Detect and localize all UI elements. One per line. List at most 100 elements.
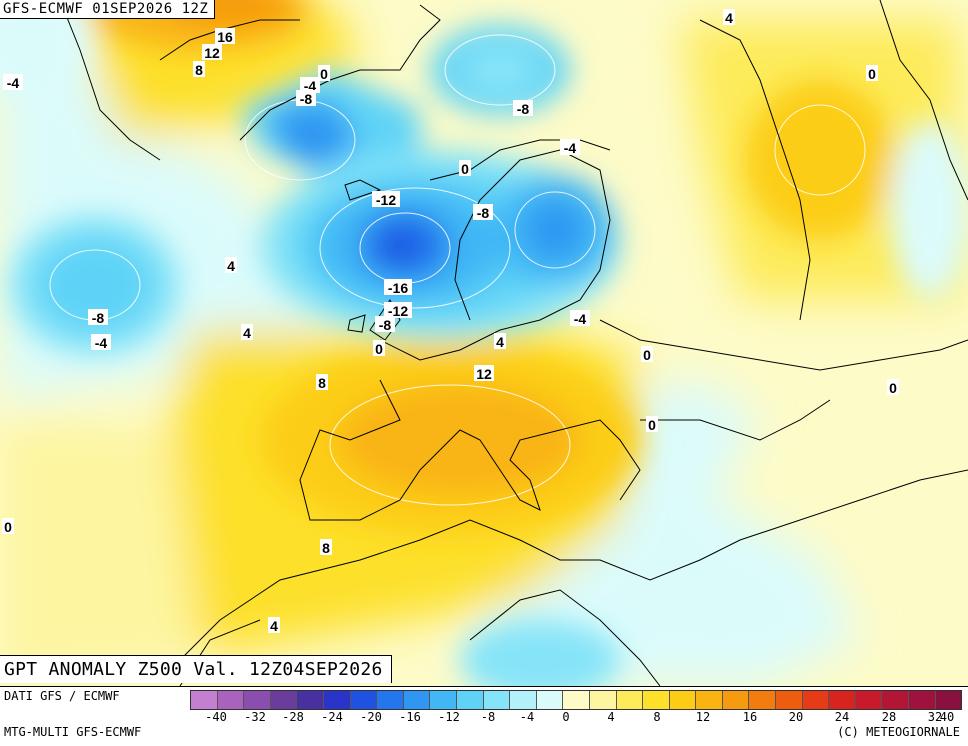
contour-label: 4	[270, 618, 278, 634]
contour-label-bg	[193, 61, 205, 77]
legend-tick-label: -24	[321, 710, 343, 724]
legend-tick-label: -12	[438, 710, 460, 724]
legend-tick-label: 16	[742, 710, 758, 724]
legend-swatch	[297, 691, 324, 709]
legend-swatch	[483, 691, 511, 709]
contour-label-bg	[887, 379, 899, 395]
contour-label-bg	[318, 65, 330, 81]
legend-swatch	[456, 691, 484, 709]
contour-label-bg	[375, 316, 395, 332]
contour-label: 0	[320, 66, 328, 82]
contour-label: -4	[564, 140, 577, 156]
contour-label-bg	[459, 160, 471, 176]
contour-label-bg	[866, 65, 878, 81]
legend-swatch	[510, 691, 537, 709]
contour-label-bg	[268, 617, 280, 633]
legend-swatch	[722, 691, 750, 709]
contour-label: -8	[477, 205, 490, 221]
contour-label: 0	[868, 66, 876, 82]
legend-swatch	[643, 691, 670, 709]
contour-label-bg	[373, 340, 385, 356]
contour-label-bg	[225, 257, 237, 273]
contour-label: 12	[204, 45, 220, 61]
contour-label: -8	[300, 91, 313, 107]
contour-label-bg	[494, 333, 506, 349]
contour-label: -4	[7, 75, 20, 91]
legend-swatch	[563, 691, 590, 709]
contour-label: 4	[243, 325, 251, 341]
legend-swatch	[802, 691, 830, 709]
model-label: MTG-MULTI GFS-ECMWF	[4, 725, 142, 739]
legend-swatch	[270, 691, 298, 709]
contour-label: -8	[92, 310, 105, 326]
contour-label-bg	[646, 416, 658, 432]
legend-tick-label: 32	[927, 710, 943, 724]
contour-label: 0	[889, 380, 897, 396]
contour-label-bg	[300, 77, 320, 93]
legend-swatch	[323, 691, 351, 709]
legend-swatch	[935, 691, 962, 709]
contour-label: 0	[4, 519, 12, 535]
legend-swatch	[749, 691, 777, 709]
contour-label: -12	[376, 192, 396, 208]
legend-tick-label: 12	[695, 710, 711, 724]
contour-label-bg	[202, 44, 222, 60]
legend-tick-label: 4	[607, 710, 615, 724]
legend-swatch	[669, 691, 697, 709]
legend-tick-label: -32	[244, 710, 266, 724]
legend-tick-label: -16	[399, 710, 421, 724]
contour-label-bg	[473, 204, 493, 220]
map-subtitle: GPT ANOMALY Z500 Val. 12Z04SEP2026	[0, 655, 392, 683]
contour-label: 8	[195, 62, 203, 78]
contour-label: 0	[648, 417, 656, 433]
legend-swatch	[776, 691, 803, 709]
contour-label: 4	[227, 258, 235, 274]
legend-tick-label: -40	[205, 710, 227, 724]
contour-label-bg	[570, 310, 590, 326]
contour-label: 4	[496, 334, 504, 350]
contour-label: -16	[388, 280, 408, 296]
legend-tick-label: -28	[282, 710, 304, 724]
contour-label: -12	[388, 303, 408, 319]
contour-label-bg	[513, 100, 533, 116]
legend-tick-label: 8	[653, 710, 661, 724]
contour-label: -8	[517, 101, 530, 117]
contour-label: -8	[379, 317, 392, 333]
contour-label-bg	[91, 334, 111, 350]
contour-label-bg	[372, 191, 400, 207]
legend-tick-label: 40	[939, 710, 955, 724]
legend-swatch	[909, 691, 936, 709]
contour-label-bg	[641, 346, 653, 362]
contour-label: 8	[322, 540, 330, 556]
legend-swatch	[696, 691, 723, 709]
color-legend-ticks: -40 -32 -28 -24 -20 -16 -12 -8 -4 0 4 8 12 16 20 24 28 32…	[190, 710, 962, 724]
legend-tick-label: 0	[562, 710, 570, 724]
legend-swatch	[191, 691, 218, 709]
contour-label-bg	[2, 518, 14, 534]
contour-label: 8	[318, 375, 326, 391]
legend-swatch	[589, 691, 617, 709]
contour-label-bg	[296, 90, 316, 106]
legend-swatch	[403, 691, 431, 709]
legend-swatch	[377, 691, 404, 709]
contour-label-bg	[320, 539, 332, 555]
legend-tick-label: 20	[788, 710, 804, 724]
contour-label-bg	[723, 9, 735, 25]
contour-label: 0	[643, 347, 651, 363]
legend-swatch	[244, 691, 271, 709]
contour-label-bg	[241, 324, 253, 340]
legend-tick-label: -8	[480, 710, 496, 724]
legend-swatch	[430, 691, 457, 709]
contour-label-bg	[316, 374, 328, 390]
contour-label: 12	[476, 366, 492, 382]
contour-label-bg	[560, 139, 580, 155]
contour-label-bg	[474, 365, 494, 381]
color-legend-bar	[190, 690, 962, 710]
footer: DATI GFS / ECMWF -40 -32 -28 -24 -20 -16 -12 -8…	[0, 686, 968, 746]
legend-swatch	[536, 691, 564, 709]
contour-label: 16	[217, 29, 233, 45]
legend-tick-label: 28	[881, 710, 897, 724]
contour-label-bg	[215, 28, 235, 44]
contour-label-bg	[3, 74, 23, 90]
contour-label: 0	[375, 341, 383, 357]
